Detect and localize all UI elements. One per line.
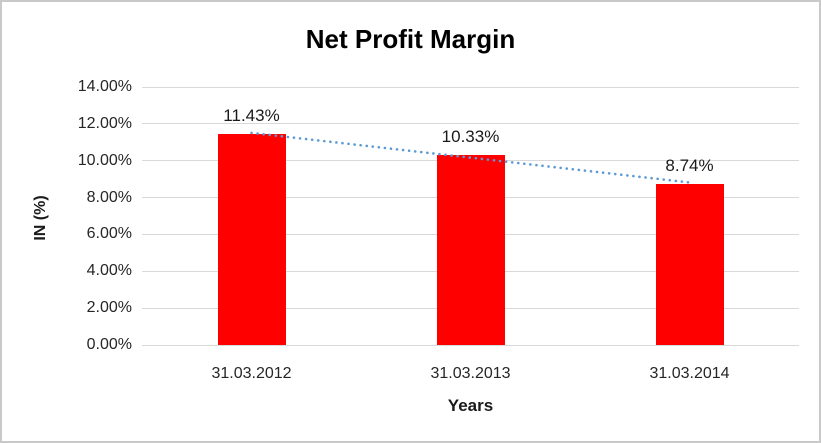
data-label: 10.33% [441,126,500,146]
y-tick-label: 8.00% [86,188,132,206]
bar[interactable] [655,183,724,345]
y-tick-label: 4.00% [86,262,132,280]
data-label: 8.74% [665,155,714,175]
y-tick-label: 2.00% [86,299,132,317]
y-tick-label: 6.00% [86,225,132,243]
data-label: 11.43% [223,106,280,126]
y-tick-label: 12.00% [77,114,132,132]
x-axis-title: Years [447,396,494,415]
bar[interactable] [436,154,505,345]
y-tick-label: 0.00% [86,336,132,353]
x-tick-label: 31.03.2014 [649,365,730,382]
y-tick-label: 14.00% [77,78,132,95]
gridline [142,86,799,88]
y-axis-title: IN (%) [32,195,49,241]
chart-title: Net Profit Margin [305,24,516,54]
x-tick-label: 31.03.2013 [430,365,511,382]
gridline [142,344,799,346]
bar[interactable] [217,134,286,345]
gridline [142,123,799,125]
y-tick-label: 10.00% [77,151,132,169]
x-tick-label: 31.03.2012 [211,365,292,382]
